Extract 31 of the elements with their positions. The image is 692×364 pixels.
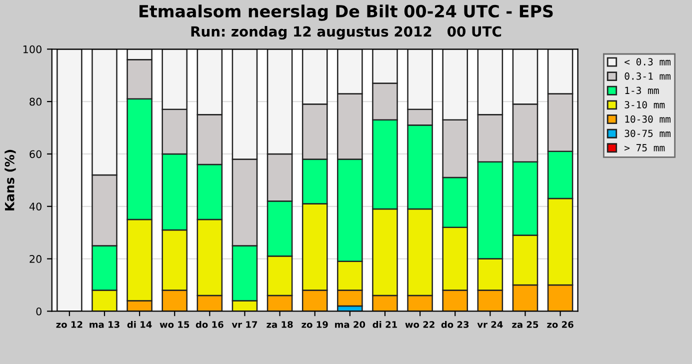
x-tick-label: di 21: [372, 320, 397, 328]
y-tick-label: 60: [30, 150, 42, 158]
x-tick-label: vr 24: [477, 321, 503, 328]
x-tick-label: za 18: [266, 321, 293, 328]
x-tick-label: do 23: [441, 320, 469, 328]
x-tick-label: zo 12: [56, 321, 82, 328]
y-tick-label: 20: [30, 255, 42, 263]
x-tick-label: za 25: [512, 321, 538, 328]
x-tick-label: wo 15: [160, 321, 190, 328]
y-tick-label: 40: [29, 202, 42, 210]
legend-label: > 75 mm: [624, 144, 665, 152]
legend-label: 0.3-1 mm: [624, 72, 670, 80]
x-tick-label: di 14: [127, 320, 152, 328]
x-tick-label: ma 20: [335, 321, 366, 328]
x-tick-label: zo 26: [547, 321, 574, 328]
x-tick-label: ma 13: [90, 321, 120, 328]
chart-subtitle: Run: zondag 12 augustus 2012 00 UTC: [191, 26, 502, 40]
legend-label: 30-75 mm: [624, 130, 670, 138]
y-tick-label: 100: [23, 45, 42, 54]
x-tick-label: wo 22: [405, 321, 434, 328]
y-tick-label: 0: [36, 307, 42, 316]
legend-label: 1-3 mm: [625, 86, 659, 94]
legend-label: < 0.3 mm: [624, 58, 670, 66]
x-tick-label: zo 19: [302, 321, 328, 328]
chart-title: Etmaalsom neerslag De Bilt 00-24 UTC - EPS: [140, 4, 553, 21]
x-tick-label: vr 17: [232, 321, 258, 328]
legend-label: 3-10 mm: [624, 101, 665, 108]
legend-label: 10-30 mm: [625, 115, 670, 123]
y-axis-title: Kans (%): [4, 150, 16, 210]
y-tick-label: 80: [30, 98, 42, 106]
x-tick-label: do 16: [196, 320, 224, 328]
